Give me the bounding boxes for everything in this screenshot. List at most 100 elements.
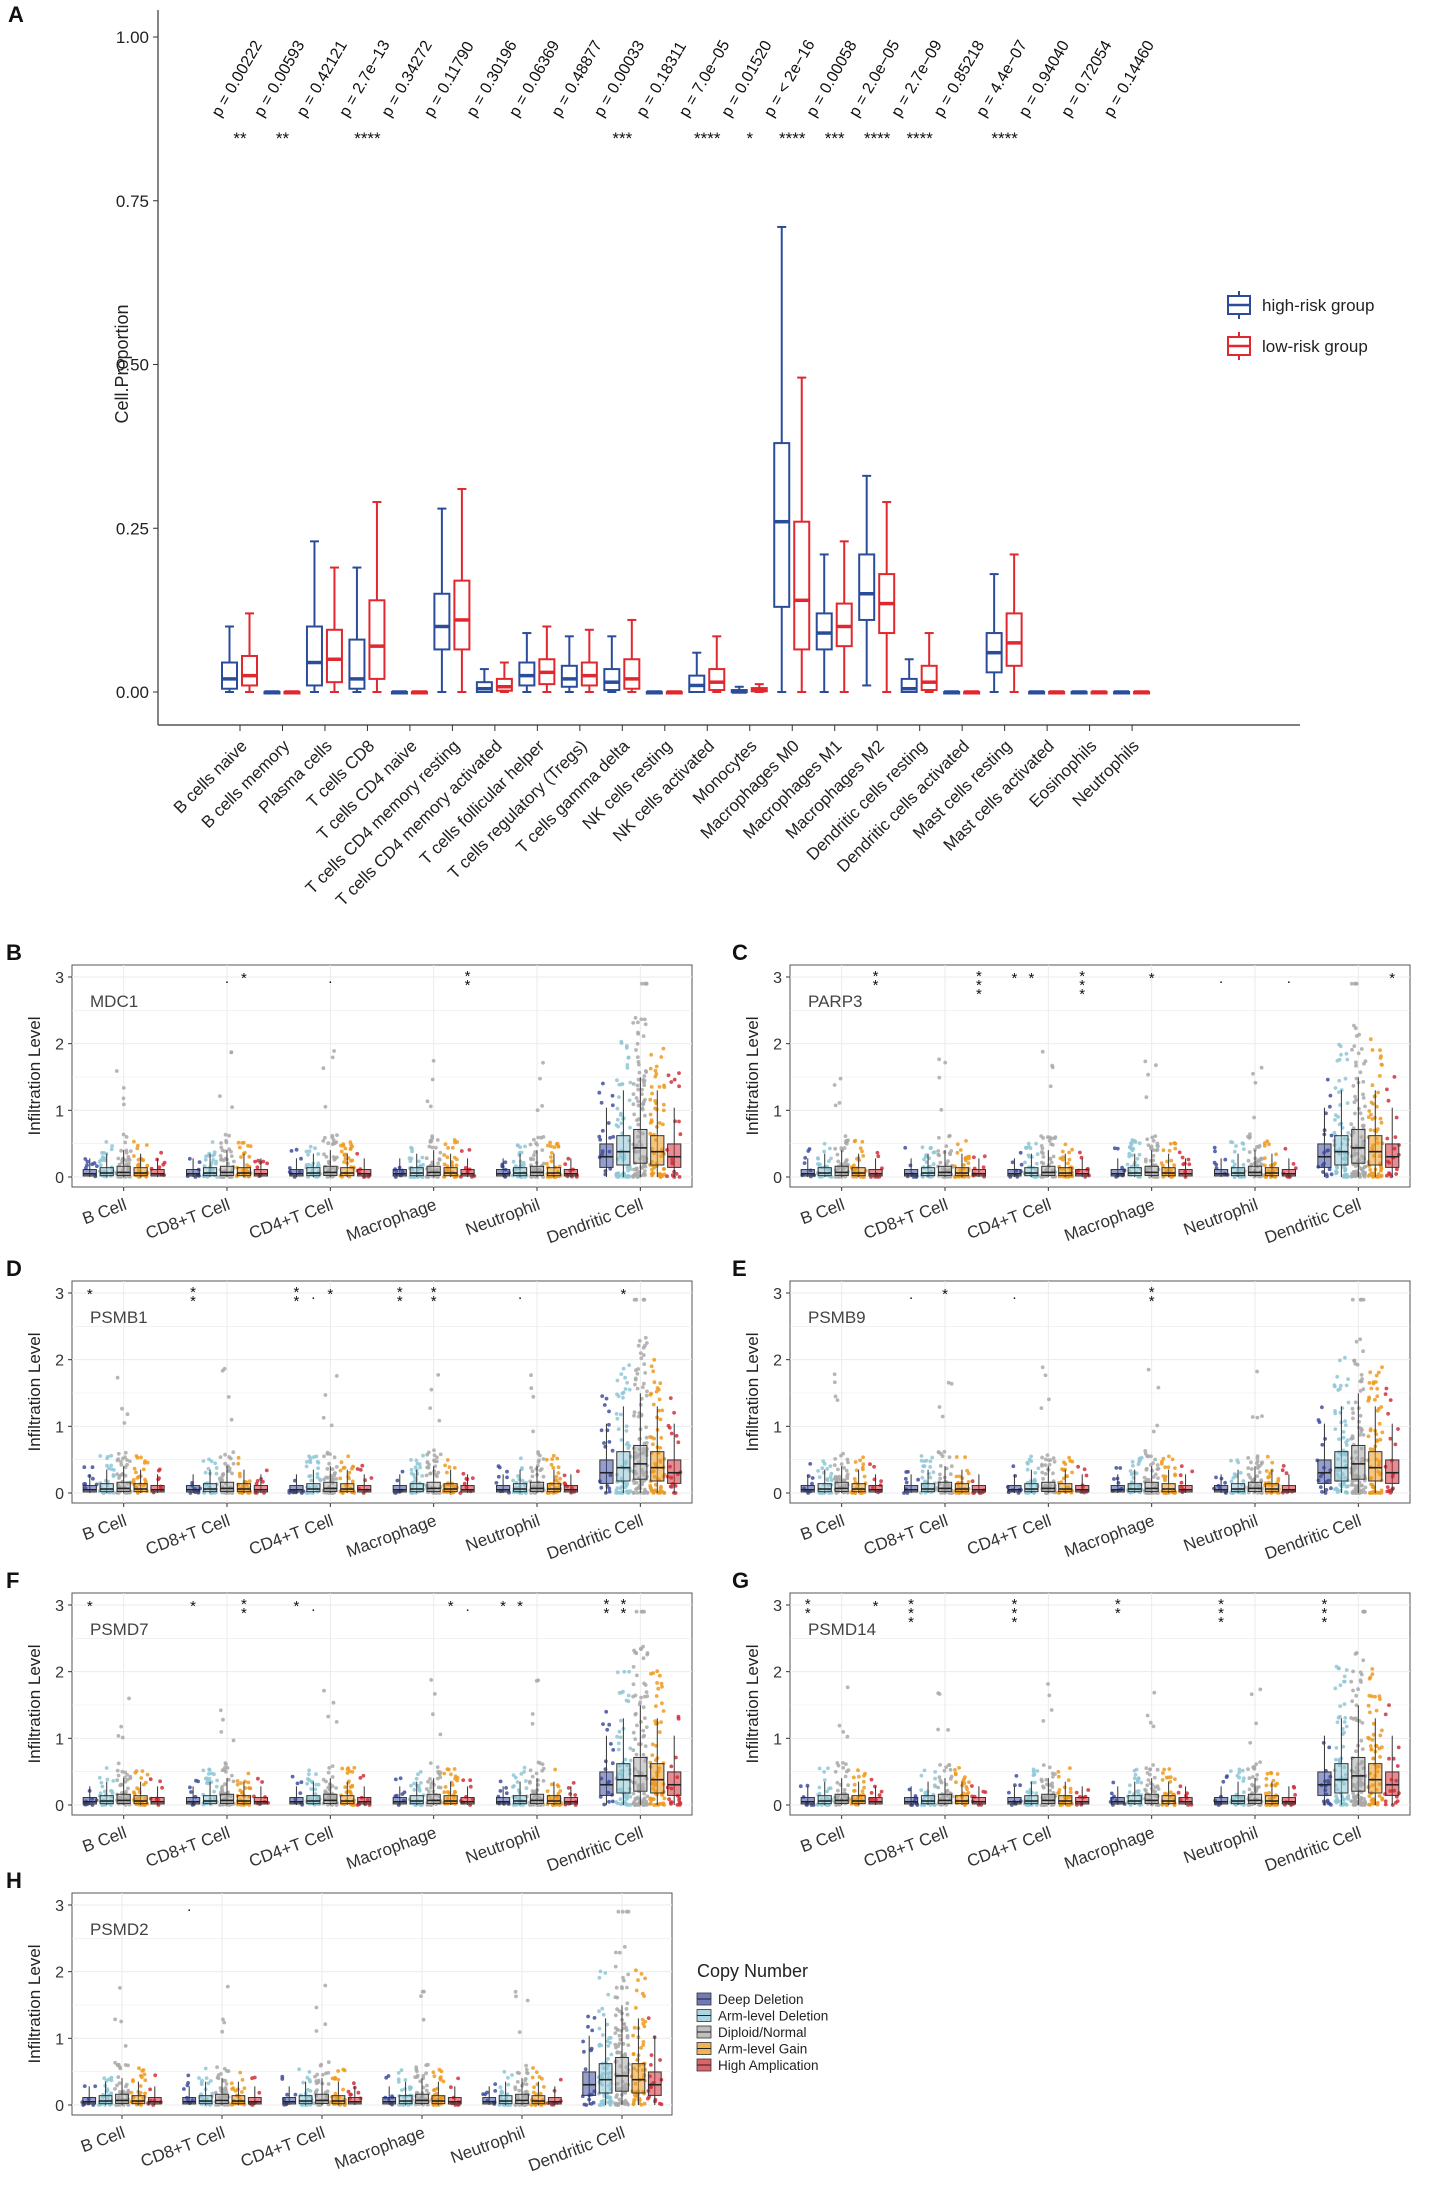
data-point: [1378, 1491, 1382, 1495]
data-point: [631, 1021, 636, 1025]
data-point: [211, 1158, 216, 1162]
data-point: [409, 1145, 413, 1150]
data-point: [1135, 1163, 1140, 1168]
data-point: [428, 1104, 433, 1109]
data-point: [1368, 1428, 1373, 1433]
data-point: [432, 1459, 437, 1464]
data-point: [231, 1450, 236, 1455]
data-point: [1354, 1060, 1358, 1065]
data-point: [227, 1147, 232, 1152]
y-tick-label: 2: [55, 1665, 64, 1682]
data-point: [400, 1792, 405, 1796]
data-point: [632, 1173, 637, 1177]
data-point: [1036, 1466, 1041, 1471]
data-point: [412, 1787, 417, 1792]
data-point: [1333, 1113, 1338, 1117]
data-point: [833, 1103, 838, 1108]
data-point: [1043, 1472, 1048, 1476]
data-point: [852, 1477, 857, 1481]
data-point: [145, 1163, 150, 1168]
data-point: [816, 1156, 820, 1160]
box-body: [253, 1797, 269, 1805]
data-point: [245, 1163, 249, 1167]
data-point: [1350, 1479, 1355, 1484]
data-point: [140, 1158, 145, 1162]
data-point: [634, 1096, 639, 1100]
data-point: [1351, 1411, 1355, 1415]
box-body: [289, 1169, 304, 1177]
data-point: [1392, 1075, 1397, 1079]
x-tick-label: CD4+T Cell: [964, 1195, 1053, 1243]
data-point: [1343, 1419, 1347, 1423]
data-point: [1252, 1115, 1256, 1120]
data-point: [1361, 1079, 1366, 1084]
data-point: [455, 1157, 459, 1162]
data-point: [677, 1071, 681, 1075]
x-tick-label: Dendritic Cell: [1262, 1511, 1363, 1563]
data-point: [206, 1772, 211, 1776]
data-point: [627, 1098, 632, 1103]
significance-mark: .: [311, 1286, 315, 1303]
data-point: [447, 1465, 452, 1470]
x-tick-label: B Cell: [80, 1511, 129, 1544]
data-point: [1047, 1397, 1051, 1402]
data-point: [1343, 1355, 1347, 1360]
box-body: [529, 1165, 545, 1176]
data-point: [640, 1106, 645, 1111]
data-point: [321, 1777, 326, 1782]
data-point: [1333, 1411, 1338, 1416]
data-point: [188, 1785, 192, 1790]
data-point: [610, 1093, 615, 1098]
data-point: [232, 1159, 236, 1164]
y-tick-label: 2: [773, 1037, 782, 1054]
data-point: [556, 1465, 561, 1470]
data-point: [906, 1469, 910, 1474]
data-point: [1386, 1411, 1390, 1416]
box-body: [1351, 1444, 1366, 1480]
x-tick-label: Neutrophil: [1181, 1195, 1260, 1239]
data-point: [218, 1094, 222, 1098]
data-point: [618, 1412, 623, 1417]
data-point: [321, 1415, 326, 1420]
data-point: [1343, 1076, 1348, 1081]
data-point: [347, 1470, 352, 1475]
box-body: [82, 1169, 97, 1177]
data-point: [1136, 1462, 1141, 1467]
plot-frame: [71, 964, 693, 1188]
box-body: [920, 1167, 936, 1177]
box-body: [325, 628, 343, 684]
plot-frame: [789, 964, 1411, 1188]
y-axis-title: Infiltration Level: [25, 1332, 44, 1451]
data-point: [1339, 1052, 1343, 1057]
data-point: [330, 1775, 335, 1779]
box-body: [920, 664, 938, 692]
significance-stars: **: [233, 129, 247, 148]
data-point: [539, 1135, 544, 1140]
box-body: [616, 1451, 631, 1482]
data-point: [220, 1768, 225, 1773]
data-point: [839, 1462, 844, 1466]
significance-mark: .: [1287, 970, 1291, 987]
data-point: [920, 1475, 925, 1480]
data-point: [631, 1092, 636, 1096]
data-point: [349, 1159, 353, 1163]
data-point: [1335, 1490, 1340, 1494]
plot-frame: [71, 1280, 693, 1504]
data-point: [904, 1480, 909, 1485]
data-point: [1378, 1116, 1383, 1121]
box-body: [800, 1485, 815, 1493]
data-point: [530, 1474, 535, 1479]
data-point: [430, 1145, 435, 1150]
data-point: [1324, 1172, 1329, 1177]
data-point: [1344, 1443, 1349, 1447]
box-low-risk: [1133, 690, 1151, 695]
data-point: [256, 1776, 260, 1781]
data-point: [1353, 1094, 1357, 1099]
data-point: [428, 1471, 432, 1476]
data-point: [91, 1476, 95, 1481]
data-point: [1076, 1464, 1080, 1469]
data-point: [435, 1138, 440, 1142]
significance-stars: *: [746, 129, 753, 148]
data-point: [1062, 1460, 1066, 1465]
